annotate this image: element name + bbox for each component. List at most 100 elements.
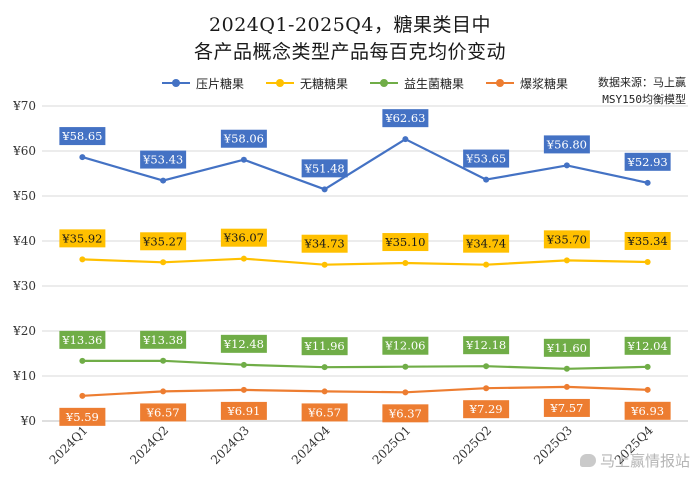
data-point (563, 383, 570, 390)
data-point (240, 386, 247, 393)
data-label-box (543, 338, 590, 357)
legend-label: 压片糖果 (196, 76, 245, 91)
legend-swatch (162, 78, 190, 88)
data-label-box (301, 403, 348, 422)
data-point (79, 357, 86, 364)
data-label-box (220, 129, 267, 148)
legend-label: 爆浆糖果 (520, 76, 569, 91)
data-point (644, 386, 651, 393)
data-point (321, 186, 328, 193)
data-label: ¥6.57 (146, 405, 180, 419)
data-source-model: MSY150均衡模型 (602, 93, 686, 106)
data-source-note: 数据来源：马上赢 (598, 76, 686, 89)
data-label: ¥11.96 (304, 339, 345, 353)
data-point (321, 364, 328, 371)
series-line (82, 138, 648, 191)
data-label: ¥13.38 (142, 333, 183, 347)
data-label-box (463, 149, 510, 168)
data-point (402, 363, 409, 370)
legend-item-series-2: 益生菌糖果 (370, 75, 464, 92)
data-label-box (140, 150, 187, 169)
data-point (79, 256, 86, 263)
data-label: ¥35.34 (627, 234, 668, 248)
legend-label: 益生菌糖果 (404, 76, 465, 91)
data-point (160, 177, 167, 184)
data-label-box (59, 330, 106, 349)
x-tick-label: 2025Q2 (450, 423, 494, 467)
data-label: ¥11.60 (546, 341, 587, 355)
data-label: ¥12.04 (627, 339, 668, 353)
data-label-box (220, 228, 267, 247)
data-point (160, 259, 167, 266)
data-label-box (543, 135, 590, 154)
data-point (483, 363, 490, 370)
data-label: ¥58.06 (223, 132, 264, 146)
data-point (79, 392, 86, 399)
data-point (483, 261, 490, 268)
data-label-box (140, 403, 187, 422)
data-label-box (382, 336, 429, 355)
legend-item-series-1: 无糖糖果 (266, 75, 348, 92)
legend-item-series-0: 压片糖果 (162, 75, 244, 92)
x-tick-label: 2024Q3 (208, 423, 252, 467)
data-label-box (301, 337, 348, 356)
data-point (644, 363, 651, 370)
data-point (644, 179, 651, 186)
data-label: ¥56.80 (546, 137, 587, 151)
data-label-box (624, 336, 671, 355)
legend-swatch (266, 78, 295, 88)
data-label: ¥12.48 (223, 337, 264, 351)
x-tick-label: 2025Q3 (531, 423, 575, 467)
weibo-icon (579, 454, 596, 467)
data-point (483, 176, 490, 183)
data-label: ¥7.57 (549, 401, 583, 415)
y-tick-label: ¥10 (12, 369, 36, 383)
series-line (82, 385, 648, 397)
data-label-box (463, 336, 510, 355)
watermark-text: 马上赢情报站 (599, 452, 690, 470)
y-tick-label: ¥50 (12, 189, 36, 203)
data-label: ¥35.70 (546, 232, 587, 246)
data-label-box (624, 152, 671, 171)
data-point (240, 361, 247, 368)
data-label: ¥5.59 (65, 410, 99, 424)
data-label: ¥58.65 (61, 129, 102, 143)
legend-swatch (486, 78, 515, 88)
y-tick-label: ¥0 (20, 414, 36, 428)
data-label: ¥12.06 (384, 339, 425, 353)
data-label: ¥34.73 (304, 237, 345, 251)
data-label-box (59, 229, 106, 248)
data-label: ¥53.65 (465, 152, 506, 166)
data-label: ¥12.18 (465, 338, 506, 352)
data-label: ¥52.93 (627, 155, 668, 169)
data-point (644, 258, 651, 265)
data-label: ¥35.10 (384, 235, 425, 249)
data-point (563, 257, 570, 264)
series-line (82, 359, 648, 370)
data-label-box (301, 234, 348, 253)
data-label: ¥6.57 (307, 405, 341, 419)
data-label-box (220, 401, 267, 420)
data-point (402, 136, 409, 143)
data-point (402, 260, 409, 267)
legend-label: 无糖糖果 (300, 76, 349, 91)
y-tick-label: ¥30 (12, 279, 36, 293)
data-label: ¥62.63 (384, 111, 425, 125)
series-line (82, 257, 648, 266)
y-tick-label: ¥60 (12, 144, 36, 158)
data-label-box (140, 232, 187, 251)
chart-title-line-1: 2024Q1-2025Q4，糖果类目中 (209, 14, 491, 36)
data-label-box (59, 127, 106, 146)
data-label: ¥36.07 (223, 231, 264, 245)
data-point (160, 357, 167, 364)
data-label: ¥6.37 (388, 406, 422, 420)
x-tick-label: 2025Q1 (370, 423, 414, 467)
y-tick-label: ¥20 (12, 324, 36, 338)
data-label-box (382, 109, 429, 128)
data-label-box (220, 334, 267, 353)
data-label: ¥34.74 (465, 237, 506, 251)
x-tick-label: 2024Q4 (289, 423, 333, 467)
data-label: ¥53.43 (142, 153, 183, 167)
x-tick-label: 2024Q1 (47, 423, 91, 467)
